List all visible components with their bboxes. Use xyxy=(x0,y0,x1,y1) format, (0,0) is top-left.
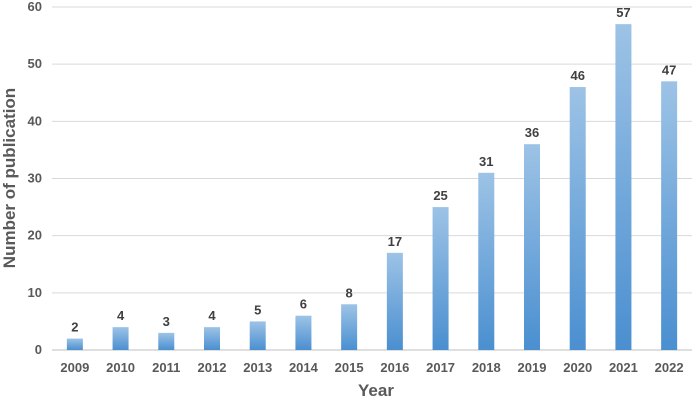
y-axis-title: Number of publication xyxy=(0,88,19,268)
y-axis-ticks: 0 10 20 30 40 50 60 xyxy=(28,0,42,357)
data-label: 8 xyxy=(346,285,353,300)
y-tick-label: 40 xyxy=(28,113,42,128)
data-label: 6 xyxy=(300,297,307,312)
x-tick-label: 2015 xyxy=(335,360,364,375)
data-label: 3 xyxy=(163,314,170,329)
data-label: 5 xyxy=(254,302,261,317)
x-tick-label: 2017 xyxy=(426,360,455,375)
x-tick-label: 2012 xyxy=(198,360,227,375)
data-label: 36 xyxy=(525,125,539,140)
bar xyxy=(386,252,403,350)
bar xyxy=(158,332,175,350)
x-tick-label: 2019 xyxy=(518,360,547,375)
bar xyxy=(524,144,540,350)
x-tick-label: 2021 xyxy=(609,360,638,375)
x-tick-label: 2010 xyxy=(106,360,135,375)
data-label: 57 xyxy=(616,5,630,20)
bar xyxy=(478,172,495,350)
bar xyxy=(615,24,632,351)
data-label: 25 xyxy=(433,188,447,203)
bar xyxy=(112,327,129,350)
x-tick-label: 2022 xyxy=(655,360,684,375)
x-tick-label: 2018 xyxy=(472,360,501,375)
bar xyxy=(295,315,312,350)
data-label: 2 xyxy=(71,320,78,335)
y-tick-label: 30 xyxy=(28,171,42,186)
y-tick-label: 0 xyxy=(35,342,42,357)
bars xyxy=(66,24,678,351)
y-tick-label: 60 xyxy=(28,0,42,14)
bar xyxy=(204,327,220,350)
bar xyxy=(569,87,586,351)
data-label: 4 xyxy=(117,308,125,323)
data-label: 17 xyxy=(388,234,402,249)
data-labels: 2 4 3 4 5 6 8 17 25 31 36 46 57 47 xyxy=(71,5,676,334)
x-tick-label: 2016 xyxy=(380,360,409,375)
data-label: 47 xyxy=(662,62,676,77)
x-tick-label: 2013 xyxy=(243,360,272,375)
data-label: 46 xyxy=(570,68,584,83)
x-tick-label: 2009 xyxy=(60,360,89,375)
x-tick-label: 2020 xyxy=(563,360,592,375)
x-axis-ticks: 2009 2010 2011 2012 2013 2014 2015 2016 2017 2018… xyxy=(60,360,683,375)
x-axis-title: Year xyxy=(358,381,394,400)
y-tick-label: 50 xyxy=(28,56,42,71)
bar xyxy=(66,338,83,350)
x-tick-label: 2011 xyxy=(152,360,180,375)
data-label: 4 xyxy=(208,308,216,323)
bar xyxy=(432,207,449,350)
y-tick-label: 20 xyxy=(28,228,42,243)
data-label: 31 xyxy=(479,154,493,169)
x-tick-label: 2014 xyxy=(289,360,319,375)
bar xyxy=(661,81,678,351)
gridlines xyxy=(52,6,692,351)
y-tick-label: 10 xyxy=(28,285,42,300)
bar xyxy=(249,321,266,350)
bar xyxy=(341,304,358,350)
